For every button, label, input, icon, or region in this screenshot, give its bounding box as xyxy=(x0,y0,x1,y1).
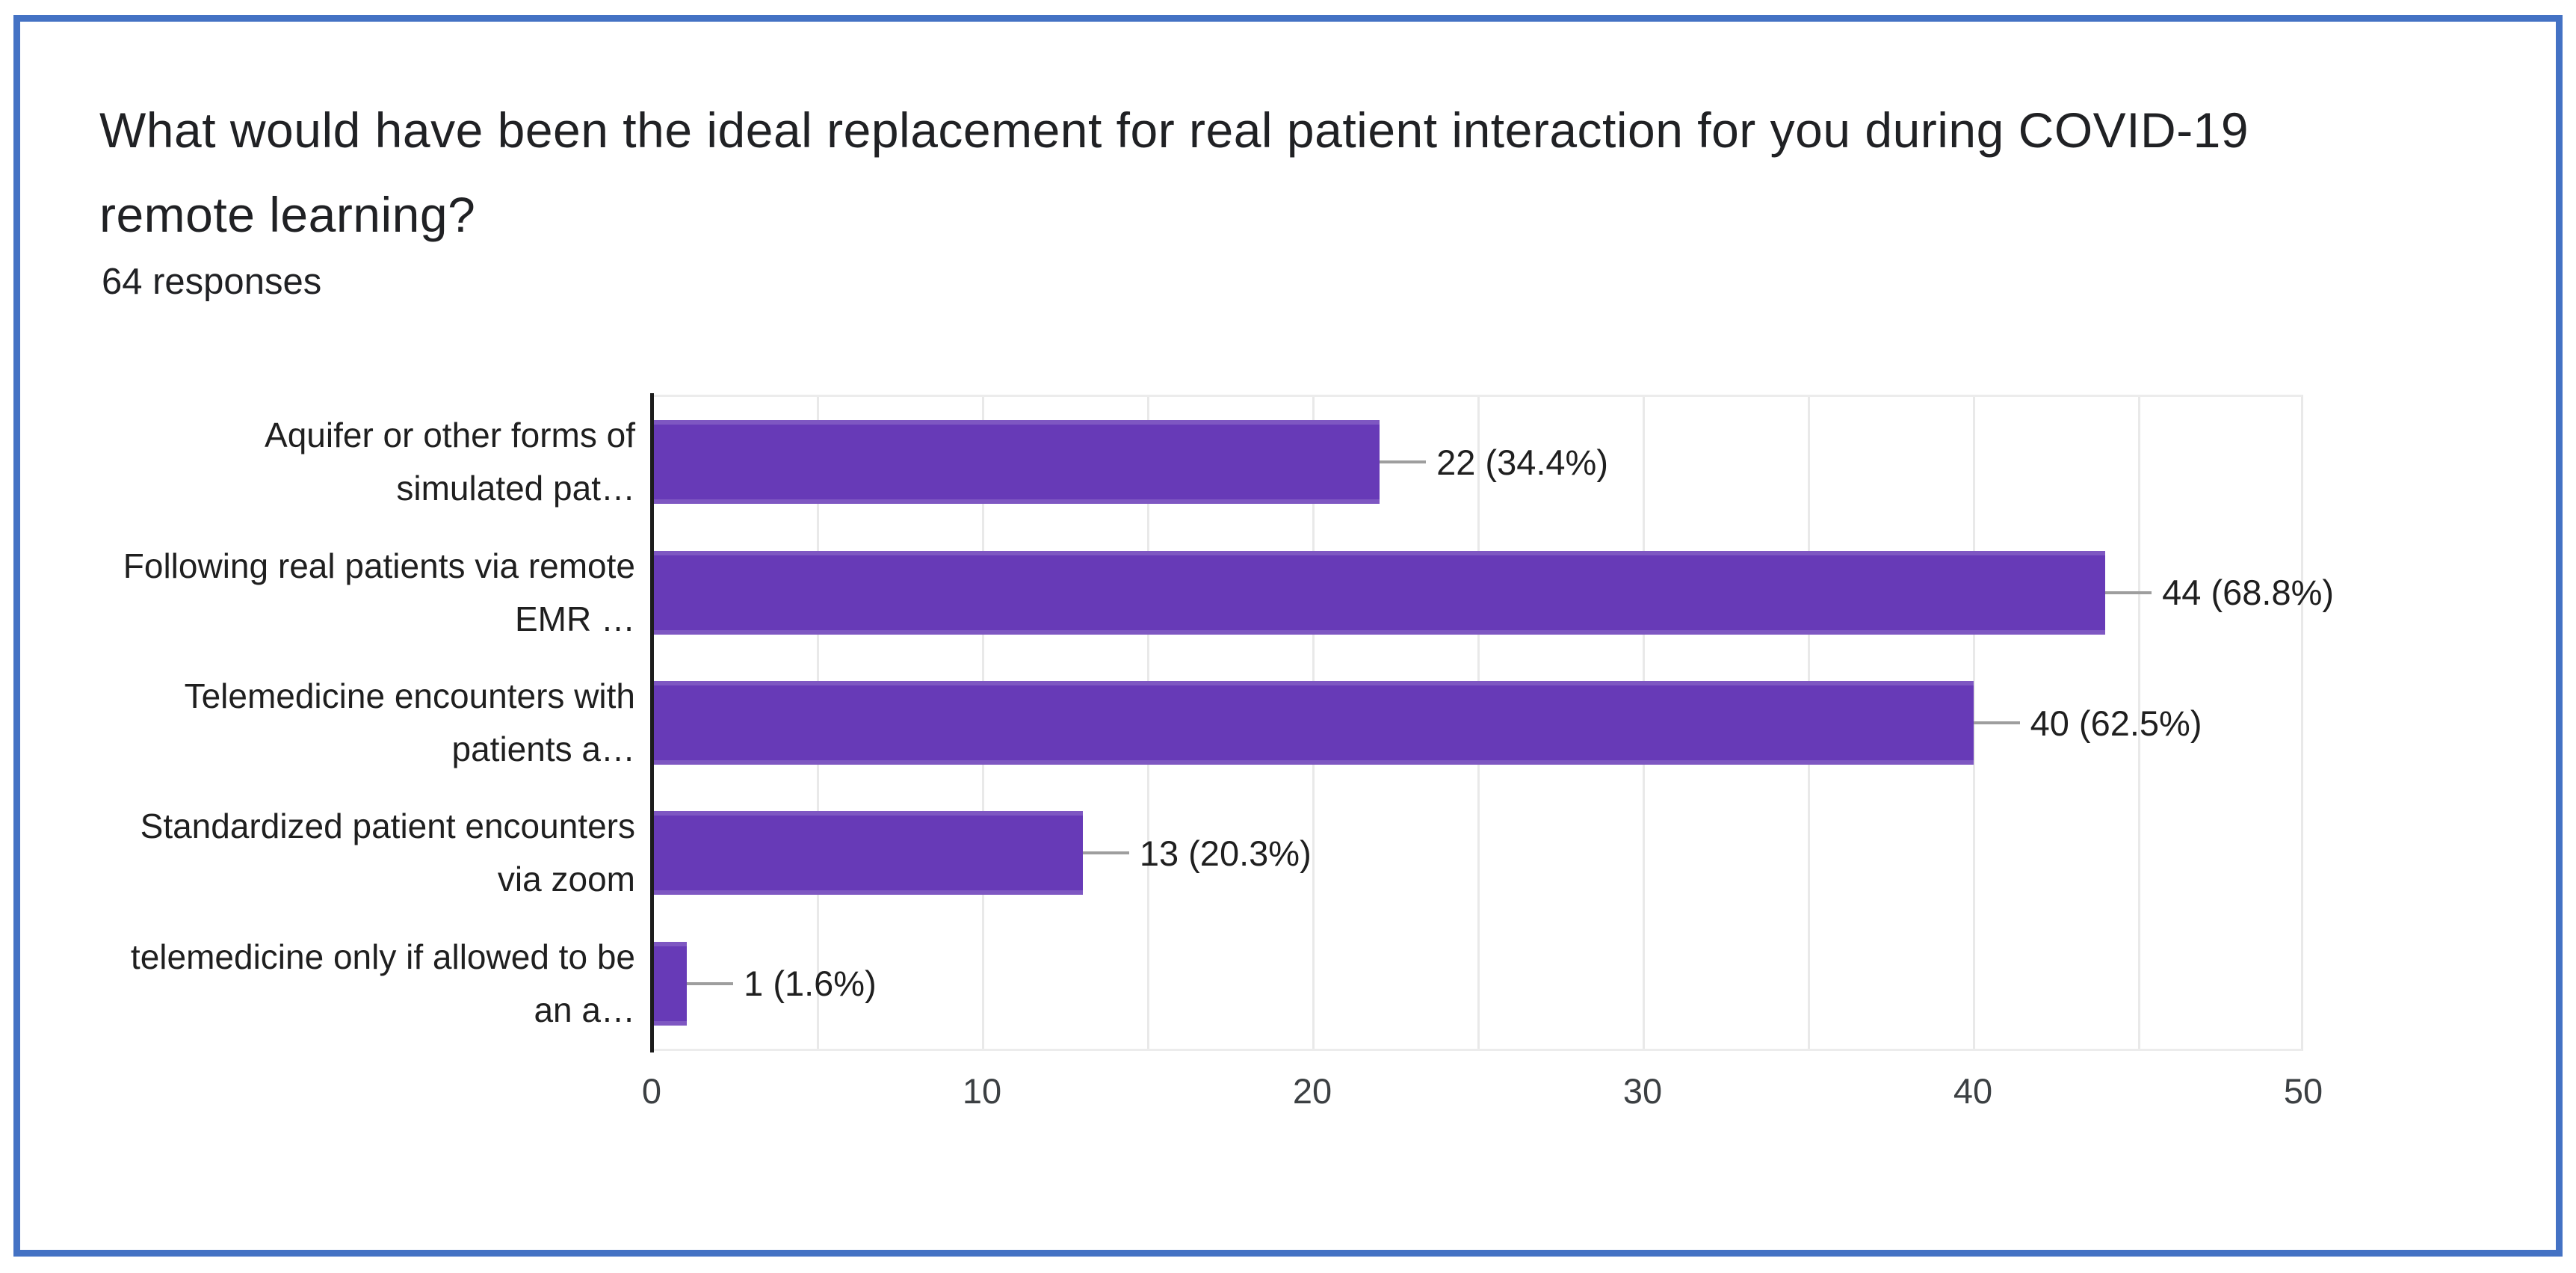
x-tick-label: 0 xyxy=(641,1071,662,1111)
bar-telemedicine-encounters[interactable] xyxy=(654,681,1974,765)
value-connector-line xyxy=(687,981,734,985)
x-axis: 0 10 20 30 40 50 xyxy=(642,1070,2323,1123)
bar-row: 40 (62.5%) xyxy=(654,658,2303,788)
value-label: 44 (68.8%) xyxy=(2162,573,2335,613)
question-title: What would have been the ideal replaceme… xyxy=(99,88,2528,257)
value-connector-line xyxy=(1380,460,1427,464)
category-labels: Aquifer or other forms of simulated pat…… xyxy=(0,397,635,1049)
x-tick-label: 40 xyxy=(1953,1071,1993,1111)
question-title-line-1: What would have been the ideal replaceme… xyxy=(99,102,2249,158)
bar-aquifer-simulated[interactable] xyxy=(654,420,1380,505)
value-connector-line xyxy=(1082,851,1129,855)
bar-chart: 22 (34.4%) 44 (68.8%) 40 (62.5%) 13 (20.… xyxy=(654,397,2334,1049)
value-connector-line xyxy=(1973,721,2020,725)
bar-row: 22 (34.4%) xyxy=(654,397,2303,527)
category-label: Aquifer or other forms of simulated pat… xyxy=(265,416,635,508)
value-label: 1 (1.6%) xyxy=(744,964,877,1004)
response-count: 64 responses xyxy=(102,262,322,302)
x-tick-label: 20 xyxy=(1292,1071,1332,1111)
category-label: Following real patients via remote EMR … xyxy=(123,546,635,638)
bar-telemedicine-only[interactable] xyxy=(654,941,688,1026)
x-tick-label: 50 xyxy=(2283,1071,2323,1111)
category-label: Standardized patient encounters via zoom xyxy=(140,807,635,899)
bar-row: 13 (20.3%) xyxy=(654,788,2303,918)
category-label: telemedicine only if allowed to be an a… xyxy=(130,937,635,1029)
category-label: Telemedicine encounters with patients a… xyxy=(184,676,635,769)
question-title-line-2: remote learning? xyxy=(99,187,476,242)
bar-row: 44 (68.8%) xyxy=(654,527,2334,657)
bar-remote-emr[interactable] xyxy=(654,550,2106,635)
x-tick-label: 30 xyxy=(1622,1071,1663,1111)
bar-row: 1 (1.6%) xyxy=(654,919,2303,1049)
value-label: 40 (62.5%) xyxy=(2030,703,2202,743)
value-connector-line xyxy=(2105,591,2152,594)
value-label: 13 (20.3%) xyxy=(1139,833,1312,873)
bar-standardized-zoom[interactable] xyxy=(654,811,1083,896)
x-tick-label: 10 xyxy=(962,1071,1002,1111)
value-label: 22 (34.4%) xyxy=(1436,442,1608,482)
y-axis-line xyxy=(650,393,654,1052)
